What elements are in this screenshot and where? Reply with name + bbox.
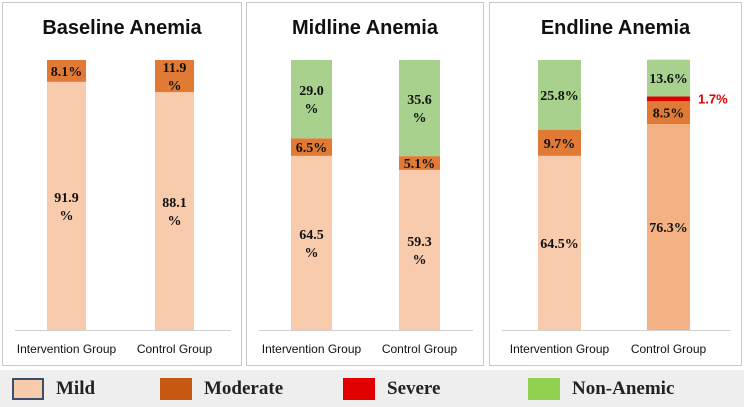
bar-segment-mild-control-group — [647, 123, 690, 331]
data-label-mild-control-group: 59.3% — [407, 235, 432, 268]
bar-segment-mild-intervention-group — [47, 81, 86, 331]
data-label-mild-control-group: 88.1% — [162, 196, 187, 229]
bar-segment-moderate-control-group — [155, 60, 194, 93]
legend-swatch-severe — [343, 377, 375, 400]
legend-label-mild: Mild — [56, 377, 96, 399]
bar-segment-moderate-control-group — [399, 156, 440, 170]
bar-segment-non-anemic-intervention-group — [538, 60, 581, 130]
data-label-moderate-control-group: 11.9% — [163, 61, 187, 94]
bar-segment-mild-control-group — [155, 92, 194, 330]
bar-segment-moderate-intervention-group — [47, 60, 86, 82]
legend-label-moderate: Moderate — [204, 377, 284, 399]
bar-segment-mild-intervention-group — [291, 155, 332, 330]
data-label-non-anemic-intervention-group: 29.0% — [299, 84, 324, 117]
category-label-intervention-group: Intervention Group — [17, 342, 117, 356]
data-label-non-anemic-intervention-group: 25.8% — [540, 89, 579, 104]
data-label-moderate-intervention-group: 8.1% — [51, 65, 83, 80]
data-label-moderate-control-group: 8.5% — [653, 107, 685, 122]
data-label-severe-control-group: 1.7% — [698, 92, 728, 107]
data-label-mild-intervention-group: 64.5% — [299, 228, 324, 261]
panel-midline: Midline Anemia 64.5% 6.5% 29.0% Interventio… — [246, 2, 484, 366]
legend-item-moderate: Moderate — [160, 370, 283, 407]
category-label-control-group: Control Group — [137, 342, 213, 356]
panel-title-baseline: Baseline Anemia — [42, 17, 202, 39]
legend: Mild Moderate Severe Non-Anemic — [0, 370, 744, 407]
data-label-moderate-control-group: 5.1% — [404, 157, 436, 172]
chart-baseline: 91.9 % 8.1% Intervention Group 88.1 % 11.9 % Con… — [15, 60, 231, 356]
legend-swatch-moderate — [160, 377, 192, 400]
legend-swatch-mild — [12, 377, 44, 400]
data-label-non-anemic-control-group: 13.6% — [649, 72, 688, 87]
bar-segment-mild-control-group — [399, 169, 440, 330]
category-label-control-group: Control Group — [631, 342, 707, 356]
data-label-moderate-intervention-group: 9.7% — [544, 137, 576, 152]
legend-label-non-anemic: Non-Anemic — [572, 377, 675, 399]
bar-segment-non-anemic-control-group — [647, 59, 690, 97]
data-label-moderate-intervention-group: 6.5% — [296, 141, 328, 156]
bar-segment-moderate-control-group — [647, 101, 690, 124]
legend-swatch-non-anemic — [528, 377, 560, 400]
data-label-mild-intervention-group: 91.9% — [54, 191, 79, 224]
category-label-control-group: Control Group — [382, 342, 458, 356]
panel-title-endline: Endline Anemia — [540, 17, 691, 39]
panel-endline: Endline Anemia 64.5% 9.7% 25.8% Interventio… — [489, 2, 742, 366]
legend-item-non-anemic: Non-Anemic — [528, 370, 674, 407]
bar-segment-moderate-intervention-group — [291, 138, 332, 156]
legend-item-mild: Mild — [12, 370, 95, 407]
category-label-intervention-group: Intervention Group — [510, 342, 610, 356]
legend-item-severe: Severe — [343, 370, 440, 407]
panel-baseline: Baseline Anemia 91.9% 8.1% Intervention Gr… — [2, 2, 242, 366]
legend-label-severe: Severe — [387, 377, 441, 399]
data-label-mild-control-group: 76.3% — [649, 221, 688, 236]
bar-segment-severe-control-group — [647, 96, 690, 102]
chart-endline: 64.5% 9.7% 25.8% Intervention Group 76.3% 8.5… — [502, 59, 731, 356]
bar-segment-non-anemic-control-group — [399, 60, 440, 157]
chart-midline: 64.5 % 6.5% 29.0 % Intervention Group 59.3 % 5.1… — [259, 60, 473, 356]
bar-segment-mild-intervention-group — [538, 155, 581, 330]
bar-segment-moderate-intervention-group — [538, 129, 581, 156]
data-label-non-anemic-control-group: 35.6% — [407, 93, 432, 126]
panel-title-midline: Midline Anemia — [292, 17, 438, 39]
category-label-intervention-group: Intervention Group — [262, 342, 362, 356]
data-label-mild-intervention-group: 64.5% — [540, 237, 579, 252]
bar-segment-non-anemic-intervention-group — [291, 60, 332, 139]
